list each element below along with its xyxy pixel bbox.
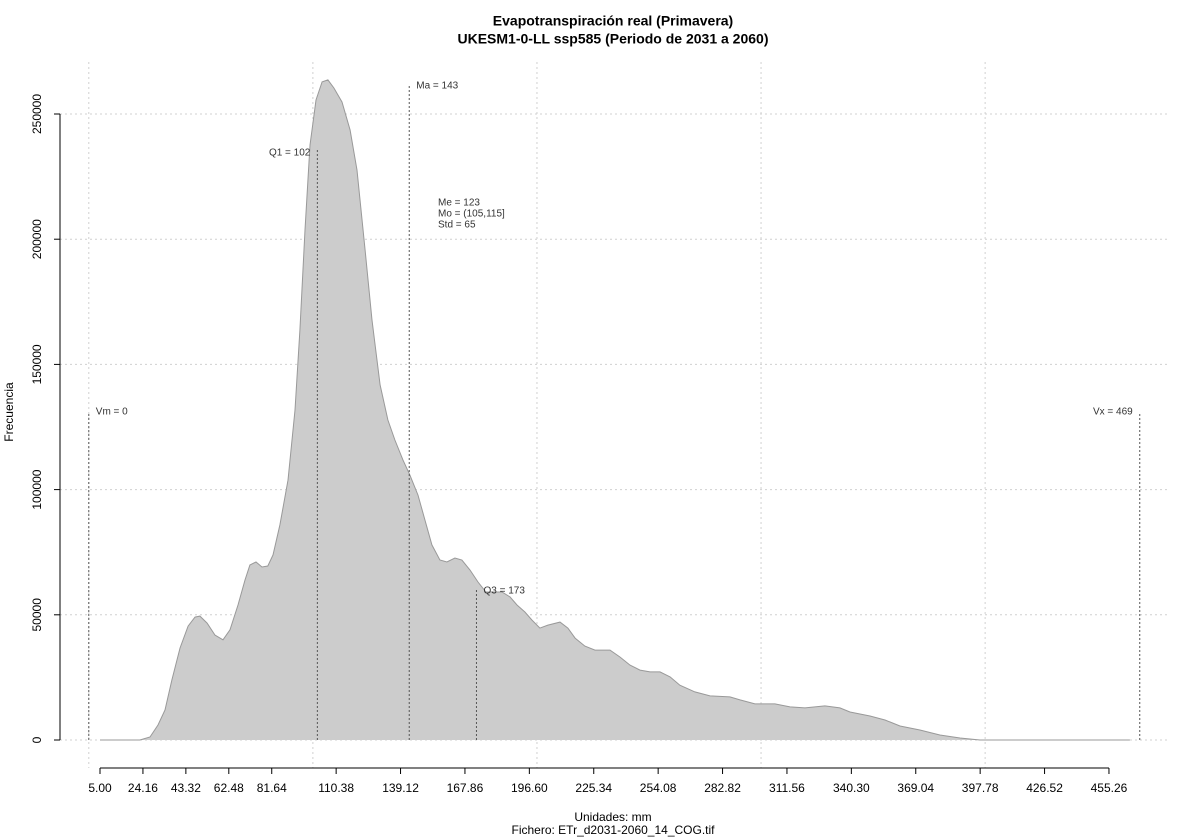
marker-label: Vm = 0: [96, 407, 128, 418]
x-tick-label: 81.64: [257, 781, 287, 795]
marker-label: Vx = 469: [1093, 407, 1133, 418]
chart-title: Evapotranspiración real (Primavera): [493, 13, 733, 29]
x-tick-label: 5.00: [88, 781, 112, 795]
marker-label: Q1 = 102: [269, 148, 311, 159]
x-tick-label: 139.12: [382, 781, 419, 795]
x-tick-label: 225.34: [575, 781, 612, 795]
x-tick-label: 24.16: [128, 781, 158, 795]
x-tick-label: 426.52: [1026, 781, 1063, 795]
density-area: [99, 79, 1130, 741]
y-tick-label: 200000: [30, 219, 44, 259]
y-tick-label: 150000: [30, 344, 44, 384]
stat-label: Mo = (105,115]: [438, 209, 505, 220]
x-tick-label: 340.30: [833, 781, 870, 795]
marker-label: Ma = 143: [416, 81, 458, 92]
y-tick-label: 100000: [30, 469, 44, 509]
stat-label: Std = 65: [438, 220, 476, 231]
x-tick-label: 311.56: [769, 781, 805, 795]
caption: Fichero: ETr_d2031-2060_14_COG.tif: [512, 823, 716, 837]
x-tick-label: 369.04: [897, 781, 934, 795]
y-tick-label: 250000: [30, 94, 44, 134]
x-tick-label: 62.48: [214, 781, 244, 795]
y-tick-label: 0: [30, 736, 44, 743]
x-tick-label: 43.32: [171, 781, 201, 795]
y-tick-label: 50000: [30, 598, 44, 632]
x-tick-label: 254.08: [640, 781, 677, 795]
x-tick-label: 196.60: [511, 781, 548, 795]
marker-label: Q3 = 173: [483, 586, 525, 597]
stat-label: Me = 123: [438, 198, 480, 209]
x-tick-label: 455.26: [1091, 781, 1128, 795]
y-axis-title: Frecuencia: [2, 382, 16, 442]
x-tick-label: 167.86: [447, 781, 484, 795]
density-line: [100, 79, 1130, 741]
x-tick-label: 397.78: [962, 781, 999, 795]
chart-subtitle: UKESM1-0-LL ssp585 (Periodo de 2031 a 20…: [458, 31, 769, 47]
x-tick-label: 110.38: [318, 781, 354, 795]
x-tick-label: 282.82: [704, 781, 741, 795]
x-axis-title: Unidades: mm: [574, 810, 651, 824]
